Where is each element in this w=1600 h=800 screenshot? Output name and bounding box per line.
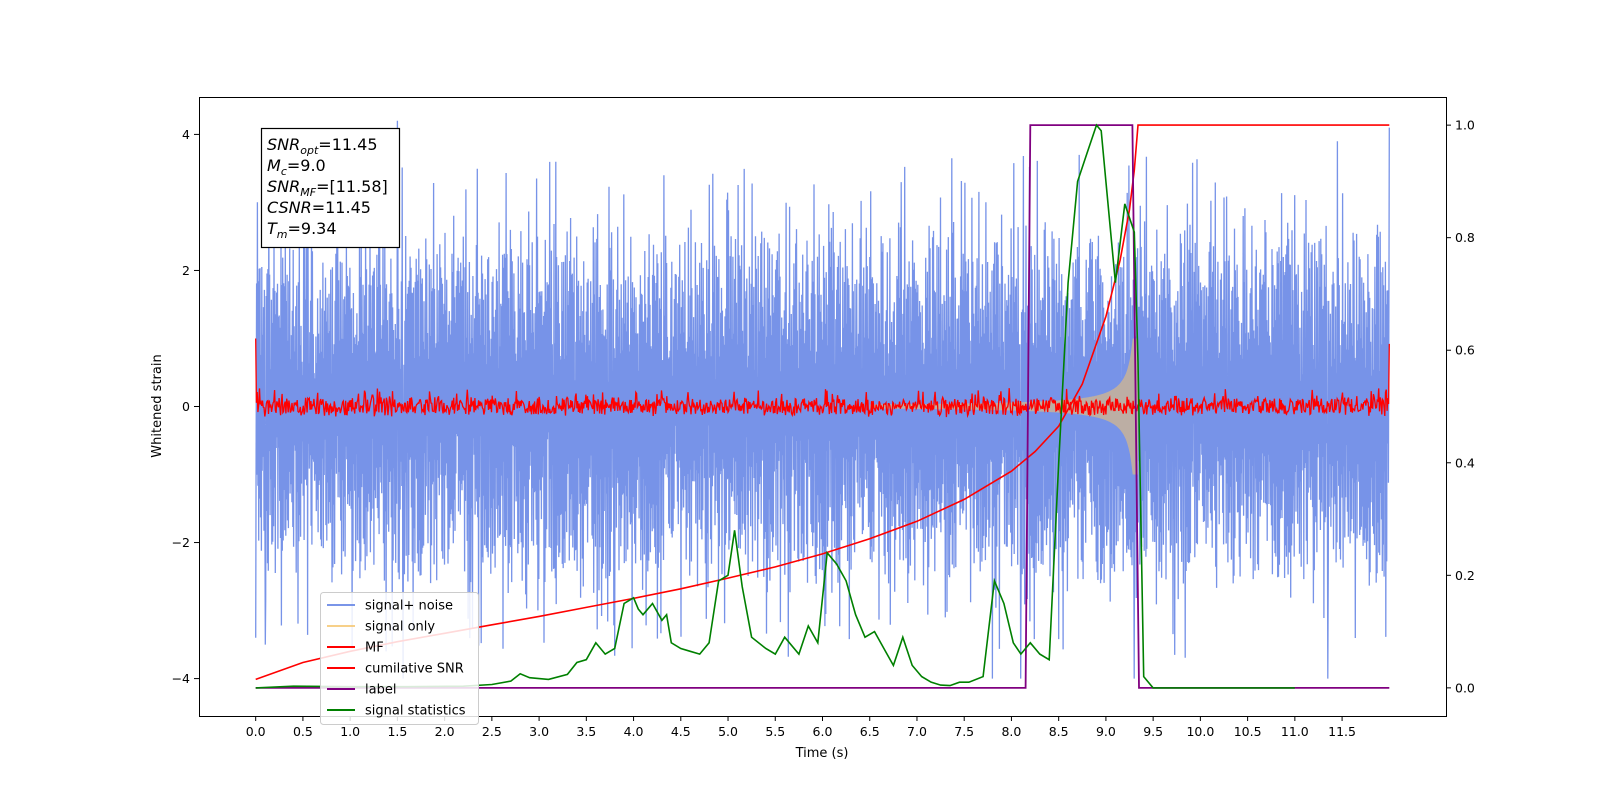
legend-label: MF <box>365 641 384 656</box>
annotation-line: Mc=9.0 <box>267 156 326 178</box>
legend-label: signal statistics <box>365 704 466 719</box>
legend-label: signal only <box>365 620 435 635</box>
x-tick-label: 10.5 <box>1234 724 1262 739</box>
x-tick-label: 5.5 <box>765 724 785 739</box>
x-tick-label: 11.0 <box>1281 724 1309 739</box>
x-tick-label: 6.0 <box>813 724 833 739</box>
y-tick-label: −2 <box>172 535 190 550</box>
x-tick-label: 3.0 <box>529 724 549 739</box>
annotation-box: SNRopt=11.45Mc=9.0SNRMF=[11.58]CSNR=11.4… <box>260 127 401 249</box>
legend: signal+ noise signal only MF cumilative SNR… <box>320 592 479 725</box>
x-axis: 0.0 0.5 1.0 1.5 2.0 2.5 3.0 3.5 4.0 4.5 5.0 5.5 6.0 6… <box>246 716 1356 739</box>
annotation-line: SNRMF=[11.58] <box>267 177 388 199</box>
y2-tick-label: 0.4 <box>1455 455 1475 470</box>
x-tick-label: 1.5 <box>387 724 407 739</box>
y2-tick-label: 0.6 <box>1455 343 1475 358</box>
annotation-line: Tm=9.34 <box>267 219 337 241</box>
legend-label: signal+ noise <box>365 599 453 614</box>
legend-label: cumilative SNR <box>365 662 464 677</box>
x-tick-label: 4.0 <box>624 724 644 739</box>
series-signal-statistics <box>255 123 1295 689</box>
x-tick-label: 11.5 <box>1328 724 1356 739</box>
x-axis-label: Time (s) <box>795 746 849 761</box>
y2-tick-label: 0.8 <box>1455 230 1475 245</box>
y-axis-right: 1.0 0.8 0.6 0.4 0.2 0.0 <box>1446 118 1475 695</box>
x-tick-label: 5.0 <box>718 724 738 739</box>
x-tick-label: 3.5 <box>576 724 596 739</box>
annotation-line: CSNR=11.45 <box>267 198 371 217</box>
x-tick-label: 1.0 <box>340 724 360 739</box>
x-tick-label: 7.5 <box>954 724 974 739</box>
x-tick-label: 7.0 <box>907 724 927 739</box>
x-tick-label: 9.5 <box>1143 724 1163 739</box>
x-tick-label: 2.0 <box>435 724 455 739</box>
y-tick-label: 4 <box>182 127 190 142</box>
annotation-line: SNRopt=11.45 <box>267 135 378 157</box>
y2-tick-label: 0.2 <box>1455 568 1475 583</box>
series-signal-noise <box>255 120 1390 679</box>
y-tick-label: 2 <box>182 263 190 278</box>
y2-tick-label: 0.0 <box>1455 680 1475 695</box>
x-tick-label: 0.0 <box>246 724 266 739</box>
y2-tick-label: 1.0 <box>1455 118 1475 133</box>
legend-label: label <box>365 683 396 698</box>
y-axis-label: Whitened strain <box>150 354 165 457</box>
x-tick-label: 0.5 <box>293 724 313 739</box>
y-axis-left: 4 2 0 −2 −4 <box>172 127 199 686</box>
x-tick-label: 2.5 <box>482 724 502 739</box>
y-tick-label: 0 <box>182 399 190 414</box>
series-mf <box>255 338 1390 419</box>
x-tick-label: 4.5 <box>671 724 691 739</box>
x-tick-label: 9.0 <box>1096 724 1116 739</box>
x-tick-label: 8.0 <box>1001 724 1021 739</box>
y-tick-label: −4 <box>172 671 190 686</box>
x-tick-label: 10.0 <box>1186 724 1214 739</box>
x-tick-label: 8.5 <box>1049 724 1069 739</box>
x-tick-label: 6.5 <box>860 724 880 739</box>
